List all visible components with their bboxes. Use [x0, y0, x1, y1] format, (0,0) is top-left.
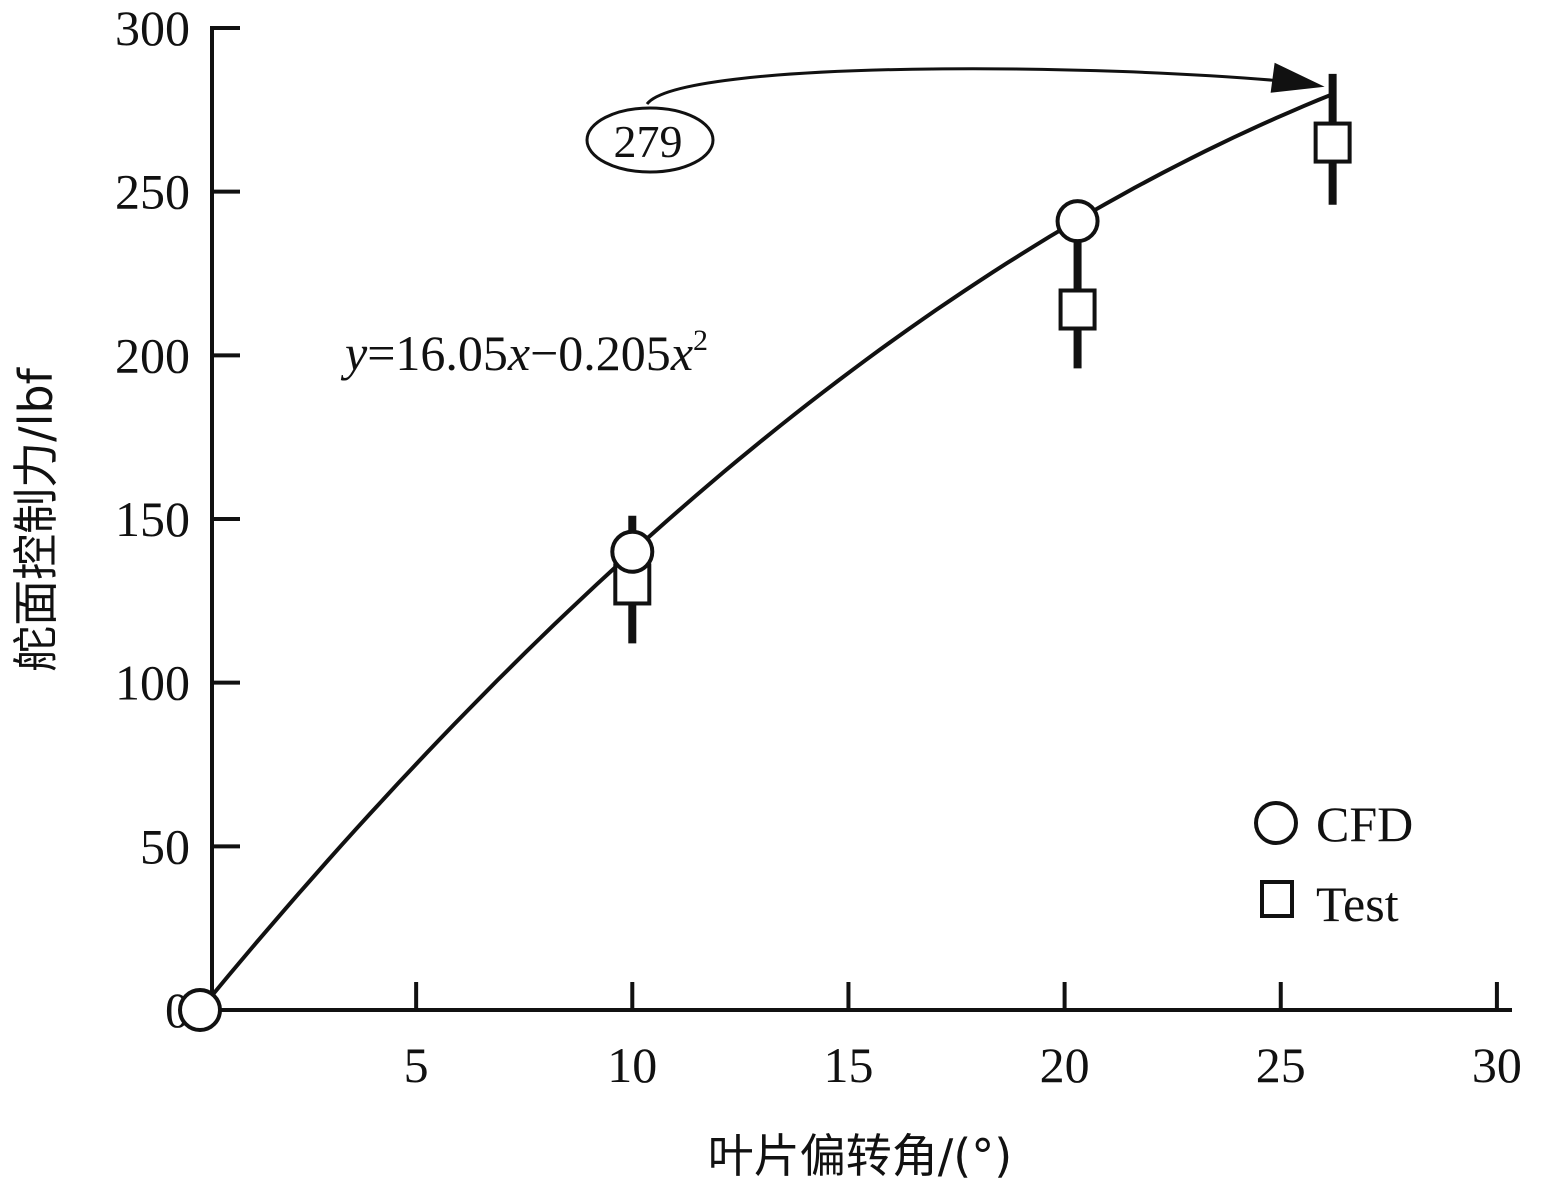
x-tick-label: 15: [823, 1037, 873, 1093]
cfd-marker: [1055, 199, 1100, 244]
callout: 279: [585, 62, 1325, 174]
callout-arrow: [645, 67, 1311, 105]
y-tick-label: 50: [140, 818, 190, 874]
eq-b: −0.205: [530, 325, 671, 381]
y-axis-title: 舵面控制力/lbf: [9, 366, 63, 671]
callout-label: 279: [614, 116, 683, 167]
legend-cfd-label: CFD: [1316, 796, 1413, 852]
x-tick-label: 30: [1472, 1037, 1522, 1093]
callout-arrowhead: [1270, 62, 1325, 93]
legend-test-marker: [1260, 880, 1294, 918]
y-tick-label: 200: [115, 327, 190, 383]
x-tick-label: 10: [607, 1037, 657, 1093]
test-marker: [1313, 121, 1352, 164]
eq-x1: x: [507, 325, 530, 381]
x-tick-label: 5: [404, 1037, 429, 1093]
eq-x2: x: [670, 325, 693, 381]
legend: CFD Test: [1254, 796, 1413, 932]
x-tick-label: 25: [1256, 1037, 1306, 1093]
cfd-marker: [178, 988, 222, 1032]
x-ticks: 5 10 15 20 25 30: [404, 982, 1522, 1093]
eq-y: y: [340, 325, 368, 381]
x-axis-title: 叶片偏转角/(°): [708, 1129, 1012, 1183]
callout-ellipse: [585, 106, 715, 174]
test-marker: [1058, 288, 1097, 331]
eq-exp: 2: [693, 324, 708, 357]
markers: [178, 121, 1352, 1032]
eq-a: =16.05: [367, 325, 508, 381]
y-tick-label: 100: [115, 655, 190, 711]
y-tick-label: 150: [115, 491, 190, 547]
error-bars: [628, 73, 1337, 644]
y-tick-label: 300: [115, 0, 190, 56]
cfd-marker: [610, 529, 655, 574]
fit-equation: y=16.05x−0.205x2: [340, 324, 708, 381]
x-tick-label: 20: [1040, 1037, 1090, 1093]
fit-curve: [198, 92, 1334, 1012]
legend-cfd-marker: [1254, 801, 1298, 845]
y-tick-label: 250: [115, 164, 190, 220]
legend-test-label: Test: [1316, 876, 1399, 932]
